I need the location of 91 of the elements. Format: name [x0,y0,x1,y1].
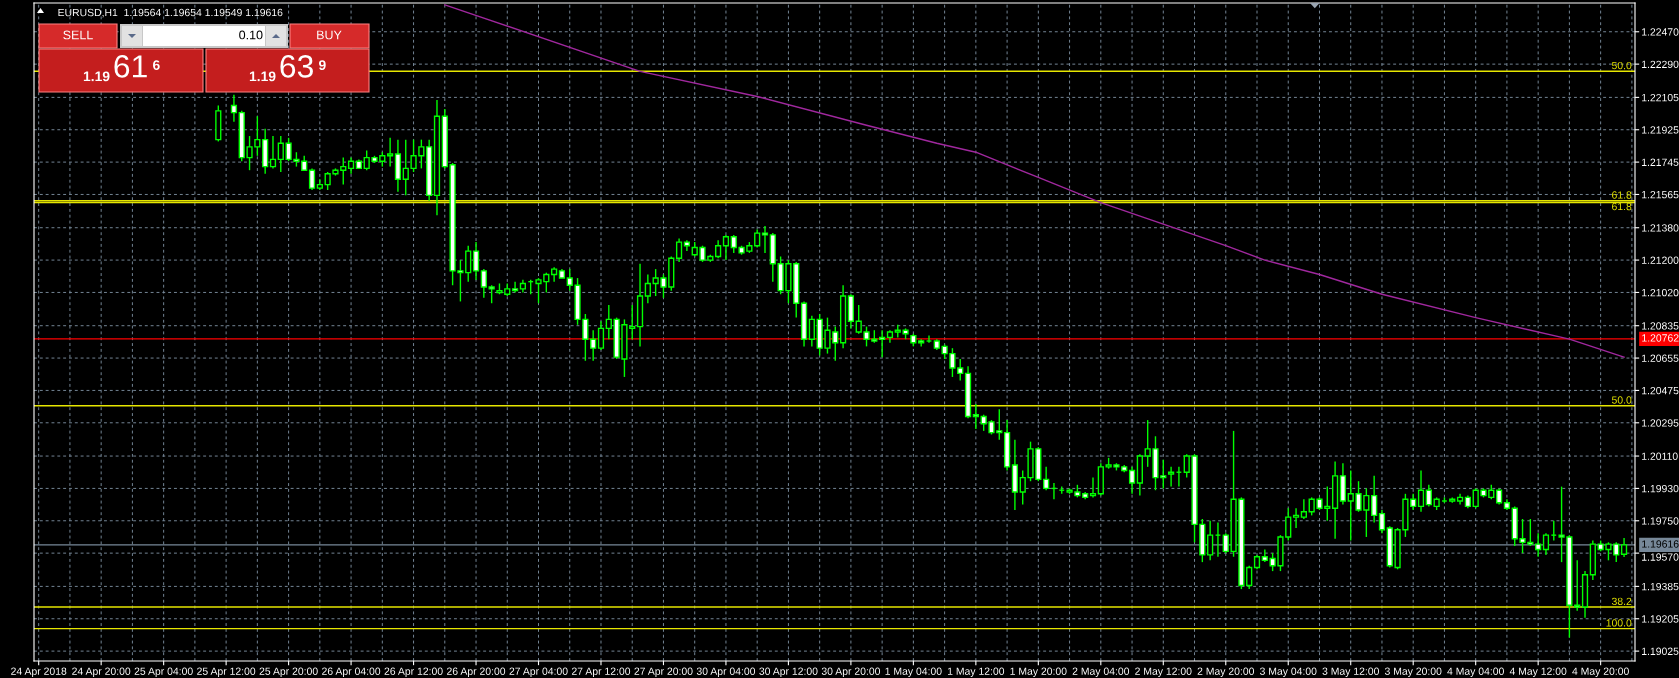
y-tick-label: 1.21380 [1642,224,1679,232]
annotation: 38.2 [1611,597,1632,606]
candlestick [590,329,597,362]
x-tick-label: 4 May 04:00 [1447,667,1504,677]
x-tick-label: 26 Apr 20:00 [447,667,506,677]
candlestick [1378,509,1386,535]
x-tick-label: 25 Apr 12:00 [197,667,256,677]
candlestick [1542,532,1550,556]
candlestick [1417,469,1425,513]
candlestick [1292,507,1300,529]
x-tick-label: 4 May 20:00 [1572,667,1629,677]
x-tick-label: 30 Apr 04:00 [696,667,756,677]
candlestick [472,241,480,281]
candlestick [1167,466,1175,488]
candlestick [387,137,394,168]
candlestick [761,225,769,254]
y-tick-label: 1.22470 [1642,28,1679,36]
annotation: BUY [317,30,342,40]
x-tick-label: 27 Apr 12:00 [571,667,631,677]
y-tick-label: 1.19385 [1642,582,1679,591]
y-tick-label: 1.20110 [1642,452,1678,460]
candlestick [722,234,730,261]
y-tick-label: 1.22105 [1642,93,1679,102]
candlestick [1128,466,1136,495]
x-tick-label: 2 May 20:00 [1197,667,1255,677]
x-tick-label: 4 May 12:00 [1509,667,1567,677]
y-tick-label: 1.19025 [1642,647,1679,655]
x-tick-label: 26 Apr 12:00 [384,667,443,677]
candlestick [511,280,519,294]
y-tick-label: 1.22290 [1642,60,1679,68]
x-tick-label: 1 May 04:00 [885,667,942,677]
x-tick-label: 1 May 12:00 [947,667,1005,677]
y-tick-label: 1.19750 [1642,517,1679,525]
candlestick [1089,476,1097,499]
x-tick-label: 27 Apr 20:00 [634,667,693,677]
x-tick-label: 30 Apr 20:00 [821,667,881,677]
candlestick [644,273,651,304]
candlestick [1425,484,1432,508]
x-tick-label: 3 May 20:00 [1384,667,1442,677]
annotation: 0.10 [239,30,263,40]
ref-line-label: 1.19616 [1642,540,1679,548]
y-tick-label: 1.21745 [1642,158,1679,166]
candlestick [1371,475,1378,524]
annotation: 61.8 [1612,191,1632,199]
x-tick-label: 1 May 20:00 [1010,667,1067,677]
y-tick-label: 1.20835 [1642,322,1679,330]
x-tick-label: 25 Apr 20:00 [259,667,318,677]
x-tick-label: 24 Apr 2018 [11,667,67,677]
candlestick [879,329,886,358]
candlestick [972,403,979,430]
y-tick-label: 1.20475 [1642,386,1679,395]
y-tick-label: 1.19205 [1642,615,1679,623]
x-tick-label: 3 May 04:00 [1259,667,1317,677]
y-tick-label: 1.19570 [1642,553,1679,561]
annotation: 50.0 [1611,61,1632,70]
annotation: 61.8 [1612,202,1632,211]
candlestick [597,320,605,351]
chart-title: EURUSD,H1 1.19564 1.19654 1.19549 1.19616 [58,8,283,18]
candlestick [675,237,683,263]
candlestick [1550,520,1557,542]
candlestick [1300,498,1307,520]
candlestick [308,167,316,191]
annotation: SELL [63,30,93,40]
x-tick-label: 3 May 12:00 [1322,667,1379,677]
x-tick-label: 24 Apr 20:00 [72,667,131,677]
candlestick [269,135,277,170]
candlestick [1535,532,1542,558]
ref-line-label: 1.20762 [1642,334,1679,342]
candlestick [1214,521,1222,558]
y-tick-label: 1.19930 [1642,484,1679,493]
x-tick-label: 25 Apr 04:00 [134,667,193,677]
y-tick-label: 1.21925 [1642,126,1679,134]
annotation: 100.0 [1606,619,1632,627]
x-tick-label: 26 Apr 04:00 [322,667,381,677]
annotation: 50.0 [1611,396,1632,404]
y-tick-label: 1.20295 [1642,419,1679,427]
candlestick [1207,520,1214,562]
x-tick-label: 27 Apr 04:00 [509,667,568,677]
x-tick-label: 2 May 04:00 [1072,667,1130,677]
candlestick [808,315,815,348]
candlestick [925,334,933,344]
candlestick [480,268,487,299]
y-tick-label: 1.20655 [1642,354,1679,362]
y-tick-label: 1.21200 [1642,256,1679,264]
candlestick [1620,537,1628,558]
candlestick [1043,466,1050,491]
x-tick-label: 30 Apr 12:00 [759,667,818,677]
y-tick-label: 1.21565 [1642,190,1679,199]
y-tick-label: 1.21020 [1642,288,1679,297]
x-tick-label: 2 May 12:00 [1135,667,1192,677]
candlestick [230,93,238,123]
